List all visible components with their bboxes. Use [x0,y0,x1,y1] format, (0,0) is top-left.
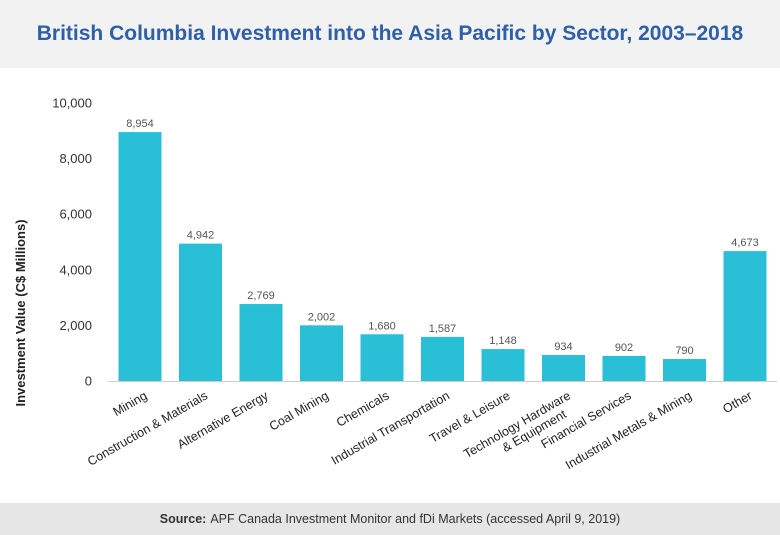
bar [663,359,706,381]
chart-title: British Columbia Investment into the Asi… [36,22,744,45]
bar-value-label: 8,954 [126,118,154,130]
y-tick-label: 8,000 [59,151,92,166]
bar-value-label: 934 [554,341,572,353]
bar [300,325,343,381]
bar-value-label: 1,680 [368,320,396,332]
bar-value-label: 2,002 [308,311,336,323]
source-label: Source: [159,512,207,526]
y-tick-label: 10,000 [52,96,92,111]
bar [239,304,283,381]
bar-value-label: 4,673 [731,237,759,249]
source-text: APF Canada Investment Monitor and fDi Ma… [210,512,621,526]
bar-value-label: 1,148 [489,335,517,347]
bar [118,132,162,381]
bar [360,334,404,381]
bar [179,243,222,381]
y-tick-label: 0 [85,374,92,389]
category-label: Mining [111,388,150,419]
category-label: Coal Mining [267,388,331,433]
bar [723,251,767,381]
bars: 8,954 4,942 2,769 2,002 1,680 1,587 1,148 934 90… [118,118,767,381]
bar-value-label: 4,942 [187,230,215,242]
bar [602,355,646,381]
bar [542,355,585,381]
y-tick-label: 2,000 [59,318,92,333]
bar [421,336,464,381]
source-bar: Source: APF Canada Investment Monitor an… [0,503,780,535]
title-bar: British Columbia Investment into the Asi… [0,0,780,68]
category-label: Other [720,388,754,416]
y-tick-label: 6,000 [59,207,92,222]
bar [481,349,525,381]
y-axis-label: Investment Value (C$ Millions) [13,219,28,406]
y-axis: 0 2,000 4,000 6,000 8,000 10,000 [52,96,92,389]
bar-value-label: 1,587 [429,323,457,335]
bar-value-label: 902 [615,342,633,354]
bar-value-label: 790 [675,345,693,357]
bar-chart: 0 2,000 4,000 6,000 8,000 10,000 8,954 4,942 2,… [13,96,777,472]
bar-value-label: 2,769 [247,290,275,302]
y-tick-label: 4,000 [59,262,92,277]
